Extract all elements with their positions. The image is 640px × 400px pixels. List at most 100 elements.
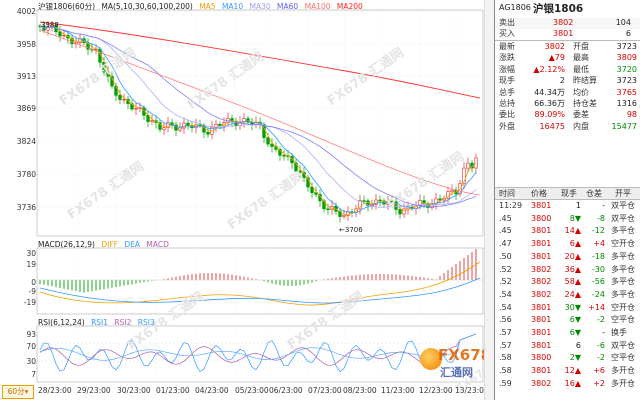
x-tick: 07/23:00 [308, 386, 342, 395]
trade-row: .54 3801 30▼ +14 空开仓 [495, 302, 640, 314]
quote-label: 涨幅 [499, 64, 515, 74]
trade-type: 多平仓 [611, 289, 635, 299]
trade-volume: 12▲ [564, 366, 581, 376]
trade-price: 3801 [531, 239, 552, 249]
rsi-y-tick: 70 [26, 342, 36, 351]
quote-value: 89.09% [534, 110, 565, 120]
trade-price: 3802 [531, 277, 552, 287]
panel-name: 沪银1806 [533, 3, 584, 15]
macd-y-tick: 0 [31, 278, 36, 287]
trade-row: .45 3801 14▲ -12 多平仓 [495, 225, 640, 237]
candle-body [150, 120, 154, 122]
buy-row: 买入 3801 6 [495, 29, 640, 40]
macd-y-tick: -19 [23, 298, 36, 307]
x-tick: 04/23:00 [195, 386, 229, 395]
candle-body [362, 200, 366, 202]
trade-oi-change: +4 [593, 239, 605, 249]
quote-value: ▲2.12% [533, 64, 565, 74]
quote-label: 持仓差 [573, 99, 597, 108]
quote-value: 1316 [616, 99, 637, 108]
trade-row: .52 3802 58▲ -56 多平仓 [495, 276, 640, 288]
trade-type: 双平仓 [611, 213, 635, 223]
trade-volume: 20▲ [564, 251, 581, 261]
x-tick: 01/23:00 [156, 386, 190, 395]
trade-row: .58 3801 12▲ +6 多开仓 [495, 365, 640, 377]
candle-body [62, 34, 66, 37]
period-selector[interactable]: 60分▾ [2, 385, 34, 399]
chart-canvas[interactable] [0, 0, 484, 400]
ma5-legend: MA5 [199, 2, 216, 11]
macd-y-tick: 30 [26, 249, 36, 258]
trade-header: 时间 价格 现手 仓差 开平 [495, 187, 640, 200]
candle-body [266, 137, 270, 145]
candle-body [326, 208, 330, 210]
buy-price: 3801 [553, 29, 574, 38]
trade-type: 双平仓 [611, 340, 635, 350]
candle-body [358, 200, 362, 210]
macd-y-tick: 19 [26, 260, 36, 269]
trade-price: 3801 [531, 328, 552, 337]
trade-time: 11:29 [499, 201, 523, 210]
trade-volume: 6 [575, 340, 581, 350]
candle-body [342, 215, 346, 217]
ma100-legend: MA100 [304, 2, 331, 11]
trade-volume: 6▼ [569, 315, 581, 325]
quote-row: 涨跌 ▲79 最高 3809 [495, 53, 640, 64]
candle-body [70, 37, 74, 45]
trade-volume: 1 [575, 201, 581, 210]
candle-body [134, 107, 138, 110]
trade-row: .59 3802 16▲ +2 多开仓 [495, 378, 640, 390]
candle-body [438, 198, 442, 201]
macd-diff-line [39, 261, 481, 306]
quote-row: 外盘 16475 内盘 15477 [495, 122, 640, 133]
rsi1-legend: RSI1 [91, 318, 109, 327]
rsi3-line [39, 333, 477, 361]
trade-time: .54 [499, 302, 512, 312]
trade-oi-change: - [602, 328, 605, 337]
quote-value: 44.34万 [534, 87, 565, 97]
trade-time: .52 [499, 277, 512, 287]
candle-body [462, 167, 466, 184]
candle-body [298, 170, 302, 173]
quote-label: 总手 [499, 87, 515, 97]
quote-panel: AG1806 沪银1806 卖出 3802 104 买入 3801 6 最新 38… [494, 0, 640, 400]
trade-price: 3801 [531, 302, 552, 312]
brand-logo-text: FX678 [438, 346, 492, 364]
candle-body [58, 31, 62, 37]
trade-type: 换手 [611, 328, 627, 337]
x-tick: 28/23:00 [38, 386, 72, 395]
ma60-line [39, 25, 477, 208]
trade-volume: 30▼ [564, 302, 581, 312]
trade-oi-change: -56 [591, 277, 605, 287]
candle-body [306, 177, 310, 188]
macd-dea-legend: DEA [124, 240, 141, 249]
trade-type: 空开仓 [611, 302, 635, 312]
quote-label: 总持 [499, 99, 515, 108]
candle-body [282, 155, 286, 157]
chart-scrollbar[interactable] [484, 0, 494, 400]
quote-row: 现手 2 昨结算 3723 [495, 76, 640, 87]
candle-body [246, 118, 250, 123]
candle-body [162, 127, 166, 130]
y-tick: 3913 [16, 72, 36, 81]
candle-body [446, 191, 450, 199]
trade-header-time: 时间 [499, 189, 515, 198]
buy-label: 买入 [499, 29, 515, 38]
trade-oi-change: -6 [597, 340, 605, 350]
candle-body [366, 200, 370, 207]
trade-time: .57 [499, 340, 512, 350]
x-tick: 12/23:00 [419, 386, 453, 395]
trade-price: 3801 [531, 201, 552, 210]
period-label: (60分) [72, 2, 95, 11]
quote-row: 委比 89.09% 委差 98 [495, 110, 640, 121]
quote-value: 16475 [539, 121, 565, 131]
trade-time: .56 [499, 315, 512, 325]
trade-header-oi: 仓差 [586, 189, 602, 198]
rsi-legend: RSI(6,12,24) RSI1 RSI2 RSI3 [38, 318, 159, 328]
ma200-line [39, 21, 481, 99]
trade-volume: 6▼ [569, 328, 581, 337]
trade-volume: 58▲ [564, 277, 581, 287]
candle-body [398, 209, 402, 215]
candle-body [430, 203, 434, 208]
candle-body [166, 122, 170, 128]
